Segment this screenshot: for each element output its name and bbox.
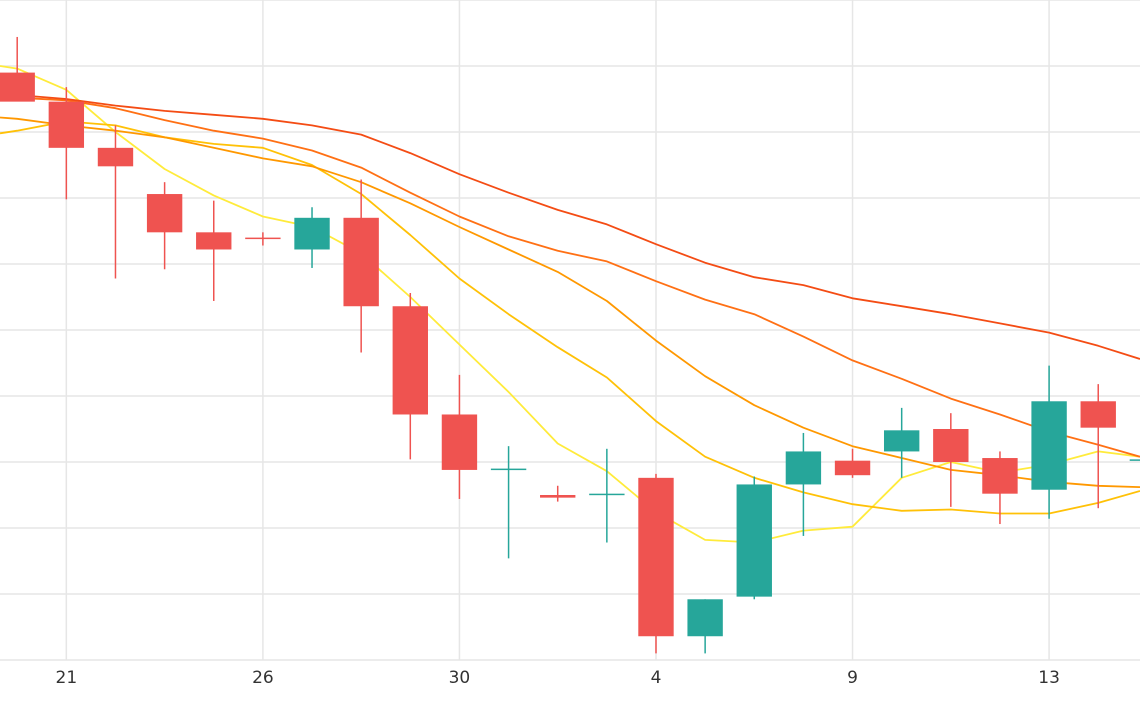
candle: [1031, 365, 1067, 519]
candle-body: [982, 458, 1018, 494]
candle: [540, 485, 576, 502]
candle: [834, 448, 871, 478]
candle: [294, 207, 330, 268]
candle: [785, 432, 822, 536]
candle-body: [933, 429, 969, 462]
candle: [638, 473, 674, 654]
candle-body: [97, 147, 134, 167]
x-tick-label: 4: [651, 668, 662, 688]
x-tick-label: 13: [1038, 668, 1060, 688]
candle: [883, 407, 920, 478]
candle: [146, 182, 183, 270]
candle-body: [294, 217, 330, 250]
candle-body: [1080, 401, 1116, 428]
grid-layer: [0, 0, 1140, 661]
candle-body: [146, 194, 183, 233]
x-tick-label: 9: [847, 668, 858, 688]
candle: [343, 179, 379, 353]
candle: [245, 232, 281, 246]
candle-body: [785, 451, 822, 485]
candle: [1129, 459, 1140, 461]
x-tick-label: 26: [252, 668, 274, 688]
x-axis-ticks: 21 26 30 4 9 13: [56, 668, 1060, 688]
candle: [48, 87, 85, 200]
candle: [589, 448, 625, 543]
candle: [97, 125, 134, 279]
candle-body: [441, 414, 478, 470]
moving-average-line-4: [0, 96, 1140, 458]
x-tick-label: 21: [56, 668, 78, 688]
candle: [0, 36, 35, 102]
candle-body: [196, 232, 232, 250]
candle-body: [687, 599, 723, 637]
candle-body: [392, 306, 428, 415]
candle-body: [1031, 401, 1067, 490]
candle-body: [1129, 459, 1140, 461]
candle-body: [883, 430, 920, 452]
candle: [736, 476, 772, 600]
moving-average-line-5: [0, 91, 1140, 360]
candle-body: [490, 468, 527, 471]
candle-body: [589, 493, 625, 496]
candle: [933, 413, 969, 507]
candle-body: [540, 495, 576, 498]
candle-body: [48, 101, 85, 148]
candle: [490, 446, 527, 559]
candles: [0, 36, 1140, 654]
candle: [196, 200, 232, 301]
candle: [982, 451, 1018, 525]
candle-body: [736, 484, 772, 597]
x-tick-label: 30: [449, 668, 471, 688]
candle: [687, 599, 723, 654]
candle: [1080, 384, 1116, 509]
candle-body: [834, 460, 871, 476]
candle: [441, 374, 478, 499]
candle-body: [638, 477, 674, 637]
candle: [392, 293, 428, 460]
moving-average-lines: [0, 65, 1140, 544]
candle-body: [245, 237, 281, 240]
candle-body: [343, 217, 379, 307]
candle-body: [0, 72, 35, 102]
